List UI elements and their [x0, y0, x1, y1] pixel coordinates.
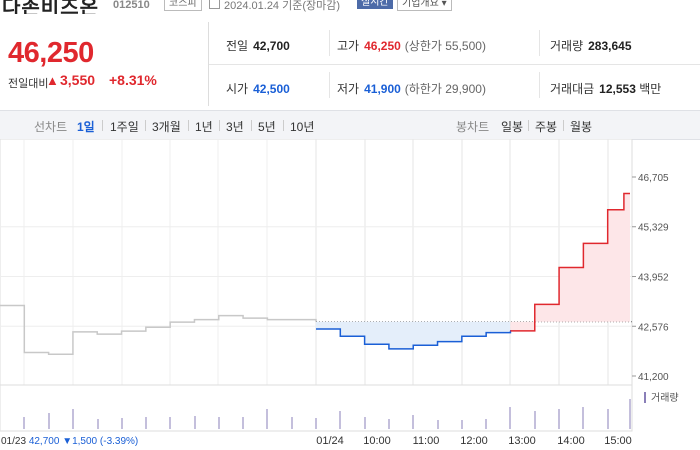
company-info-label: 기업개요 [402, 0, 439, 9]
y-tick-label: 42,576 [638, 322, 669, 333]
calendar-icon [209, 0, 220, 9]
tab-daily-candle[interactable]: 일봉 [501, 120, 524, 134]
stock-header: 다존비즈온 012510 코스피 2024.01.24 기준(장마감) 실시간 … [0, 0, 700, 14]
up-arrow-icon: ▲ [46, 73, 59, 88]
divider [219, 120, 220, 131]
stat-label: 시가 [226, 82, 249, 96]
tab-10years[interactable]: 10년 [290, 120, 315, 134]
stat-label: 거래량 [550, 39, 584, 53]
tab-3years[interactable]: 3년 [226, 120, 244, 134]
chevron-down-icon: ▾ [438, 0, 447, 9]
x-tick-label: 13:00 [508, 435, 536, 447]
divider [539, 30, 540, 56]
change-label: 전일대비 [8, 78, 49, 90]
up-area [510, 193, 630, 331]
x-tick-label: 12:00 [460, 435, 488, 447]
divider [563, 120, 564, 131]
divider [102, 120, 103, 131]
divider [188, 120, 189, 131]
y-tick-label: 45,329 [638, 223, 669, 234]
divider [539, 72, 540, 98]
tab-weekly-candle[interactable]: 주봉 [535, 120, 558, 134]
today-up-line [510, 192, 630, 332]
stat-high: 고가 46,250 (상한가 55,500) [337, 37, 486, 54]
change-value: 3,550 [60, 72, 96, 88]
footer-date: 01/23 [1, 436, 29, 447]
divider [528, 120, 529, 131]
current-price: 46,250 [8, 37, 94, 69]
change-percent: +8.31% [109, 72, 157, 88]
x-tick-label: 11:00 [413, 435, 440, 447]
down-arrow-icon: ▼ [62, 436, 72, 447]
prev-day-line [0, 304, 317, 356]
stat-open: 시가 42,500 [226, 80, 290, 97]
divider [209, 64, 700, 65]
company-info-button[interactable]: 기업개요 ▾ [397, 0, 452, 11]
line-chart-label: 선차트 [34, 120, 68, 134]
divider [251, 120, 252, 131]
tab-5years[interactable]: 5년 [258, 120, 276, 134]
footer-percent: (-3.39%) [100, 436, 138, 447]
tab-1week[interactable]: 1주일 [110, 120, 139, 134]
tab-1day[interactable]: 1일 [77, 120, 95, 134]
stat-prev-close: 전일 42,700 [226, 37, 290, 54]
stock-name[interactable]: 다존비즈온 [2, 0, 99, 14]
divider [329, 30, 330, 56]
chart-tabs: 선차트 1일 1주일 3개월 1년 3년 5년 10년 봉차트 일봉 주봉 월봉 [0, 110, 700, 140]
divider [329, 72, 330, 98]
y-tick-label: 41,200 [638, 372, 669, 383]
x-tick-label: 01/24 [316, 435, 344, 447]
date-text: 2024.01.24 기준(장마감) [224, 0, 341, 12]
stat-label: 거래대금 [550, 82, 595, 96]
stat-label: 저가 [337, 82, 360, 96]
stat-label: 고가 [337, 39, 360, 53]
stock-code: 012510 [113, 0, 150, 11]
stat-value: 42,700 [253, 39, 290, 53]
today-down-line [316, 328, 512, 350]
market-badge: 코스피 [164, 0, 202, 11]
divider [145, 120, 146, 131]
stat-lower-limit: (하한가 29,900) [404, 82, 486, 96]
price-chart[interactable]: 46,705 45,329 43,952 42,576 41,200 거래량 01/24 10… [0, 139, 700, 450]
footer-change: 1,500 [72, 436, 100, 447]
stats-grid: 전일 42,700 고가 46,250 (상한가 55,500) 거래량 283,645… [209, 22, 700, 106]
footer-close: 42,700 [29, 436, 62, 447]
stat-value: 41,900 [364, 82, 401, 96]
price-summary: 46,250 전일대비 ▲ 3,550 +8.31% [0, 22, 209, 106]
volume-label: 거래량 [651, 392, 679, 404]
stat-value: 42,500 [253, 82, 290, 96]
x-tick-label: 15:00 [604, 435, 632, 447]
divider [283, 120, 284, 131]
stat-upper-limit: (상한가 55,500) [404, 39, 486, 53]
footer-summary: 01/23 42,700 ▼1,500 (-3.39%) [1, 436, 138, 447]
realtime-button[interactable]: 실시간 [357, 0, 393, 9]
x-tick-label: 10:00 [363, 435, 391, 447]
tab-monthly-candle[interactable]: 월봉 [570, 120, 593, 134]
stat-label: 전일 [226, 39, 249, 53]
y-tick-label: 46,705 [638, 173, 669, 184]
stat-unit: 백만 [639, 82, 662, 96]
stat-value: 12,553 [599, 82, 636, 96]
stat-volume: 거래량 283,645 [550, 37, 632, 54]
y-tick-label: 43,952 [638, 273, 669, 284]
stat-trade-value: 거래대금 12,553 백만 [550, 80, 661, 97]
candle-chart-label: 봉차트 [456, 120, 490, 134]
tab-3months[interactable]: 3개월 [152, 120, 181, 134]
stat-value: 46,250 [364, 39, 401, 53]
x-tick-label: 14:00 [557, 435, 585, 447]
stat-low: 저가 41,900 (하한가 29,900) [337, 80, 486, 97]
stat-value: 283,645 [588, 39, 632, 53]
tab-1year[interactable]: 1년 [195, 120, 213, 134]
